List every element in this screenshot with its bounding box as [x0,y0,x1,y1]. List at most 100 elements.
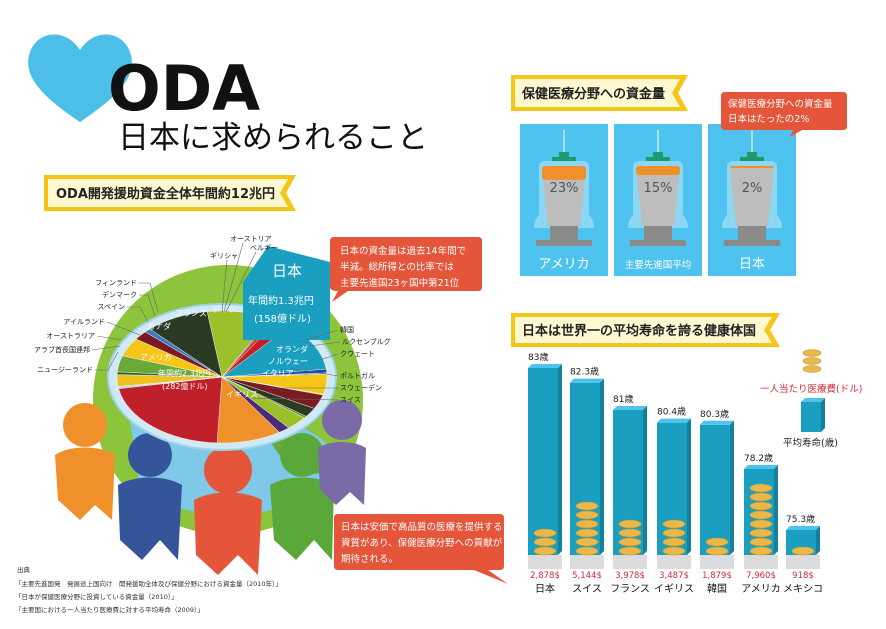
us-label: アメリカ [140,353,172,362]
pie-label-germany: ドイツ [212,305,236,314]
title-sub: 日本に求められること [118,120,428,156]
people-illustration [55,400,366,575]
bar-side [774,464,778,555]
plunger [738,226,766,240]
country-label: 韓国 [707,583,727,595]
bar-0: 83歳 2,878$日本 [528,351,562,595]
svg-text:「主要国における一人当たり医療費に対する平均寿命（2009）: 「主要国における一人当たり医療費に対する平均寿命（2009）」 [15,605,204,614]
bar-shadow [744,555,778,569]
svg-text:日本は世界一の平均寿命を誇る健康体国: 日本は世界一の平均寿命を誇る健康体国 [522,323,756,339]
japan-healthcare-callout: 日本は安価で高品質の医療を提供する 資質があり、保健医療分野への貢献が 期待され… [334,514,508,584]
bar-side [816,525,820,555]
syringe-label: アメリカ [538,257,589,272]
oda-banner: ODA開発援助資金全体年間約12兆円 [44,175,296,211]
syringe-label: 日本 [739,257,765,272]
pie-label-norway: ノルウェー [268,357,308,366]
svg-text:クウェート: クウェート [340,350,375,358]
bar-top [700,420,734,425]
life-label: 75.3歳 [786,513,815,525]
spend-label: 1,879$ [702,571,732,581]
bar-top [570,378,604,383]
bar-side [730,420,734,555]
pie-label-canada: カナダ [147,321,171,331]
life-label: 78.2歳 [744,452,773,464]
syringe-panel: 23% アメリカ [520,124,608,276]
bar-shadow [570,555,604,569]
coin-icon [575,501,599,511]
life-label: 81歳 [613,393,633,405]
legend-bar-icon [801,398,825,432]
coin-icon [575,546,599,556]
us-amount: 年間約2.3兆円 [158,368,211,378]
japan-2pct-callout: 保健医療分野への資金量 日本はたったの2% [721,92,847,137]
svg-text:「日本が保健医療分野に投資している資金量（2010）」: 「日本が保健医療分野に投資している資金量（2010）」 [15,592,178,601]
svg-text:スウェーデン: スウェーデン [340,383,382,392]
life-label: 80.3歳 [700,408,729,420]
syringe-panel: 15% 主要先進国平均 [614,124,702,276]
svg-text:日本の資金量は過去14年間で: 日本の資金量は過去14年間で [340,245,466,257]
svg-text:年間約1.3兆円: 年間約1.3兆円 [248,294,314,307]
syringe-panel: 2% 日本 [708,124,796,276]
svg-text:日本は安価で高品質の医療を提供する: 日本は安価で高品質の医療を提供する [341,521,503,533]
japan-oda-box: 日本 年間約1.3兆円 (158億ドル) [243,246,330,340]
coin-icon [662,519,686,529]
country-label: スイス [572,584,602,595]
pie-external-labels: オーストリア ベルギー ギリシャ フィンランド デンマーク スペイン アイルラン… [34,235,391,404]
life-expectancy-bar-chart: 83歳 2,878$日本 82.3歳 5,144$ スイス 81歳 3,978$ フランス 80… [528,351,823,595]
coin-icon [662,546,686,556]
life-expectancy-banner: 日本は世界一の平均寿命を誇る健康体国 [511,313,780,347]
pie-slice-11: アメリカ [118,376,223,444]
svg-text:出典: 出典 [17,565,31,574]
svg-text:日本: 日本 [272,262,302,280]
bar-6: 75.3歳 918$ メキシコ [783,513,823,595]
svg-text:オーストリア: オーストリア [230,235,272,243]
life-label: 80.4歳 [657,406,686,418]
coin-icon [749,537,773,547]
bar-top [528,363,562,368]
bar-front [700,424,730,555]
title-oda: ODA [108,52,260,125]
svg-text:保健医療分野への資金量: 保健医療分野への資金量 [728,98,833,110]
bar-4: 80.3歳 1,879$ 韓国 [700,408,734,595]
bar-top [657,418,691,423]
coin-icon [749,483,773,493]
coin-icon [705,546,729,556]
coin-icon [575,510,599,520]
legend-coin-icon [802,349,822,373]
country-label: アメリカ [741,583,781,595]
bar-side [558,363,562,555]
coin-icon [749,510,773,520]
bar-2: 81歳 3,978$ フランス [610,393,650,595]
coin-icon [791,546,815,556]
country-label: イギリス [654,583,694,595]
bar-side [600,378,604,555]
syringe-label: 主要先進国平均 [625,259,692,271]
pie-label-uk: イギリス [226,390,258,399]
svg-text:デンマーク: デンマーク [102,290,137,299]
bar-1: 82.3歳 5,144$ スイス [570,366,604,595]
life-label: 83歳 [528,351,548,363]
coin-icon [618,519,642,529]
svg-text:スペイン: スペイン [97,303,125,311]
bar-3: 80.4歳 3,487$ イギリス [654,406,694,595]
bar-shadow [613,555,647,569]
syringe-percent: 23% [550,181,579,196]
svg-text:ニュージーランド: ニュージーランド [37,366,93,374]
coin-icon [749,501,773,511]
bar-front [528,367,558,555]
syringe-panels: 23% アメリカ 15% 主要先進国平均 2% 日本 [520,124,796,276]
syringe-fill-level [542,166,586,180]
svg-text:スイス: スイス [340,396,361,404]
spend-label: 3,978$ [615,571,645,581]
svg-text:ルクセンブルグ: ルクセンブルグ [342,337,391,346]
bar-top [613,406,647,411]
bar-top [786,525,820,530]
bar-shadow [700,555,734,569]
health-funding-banner: 保健医療分野への資金量 [511,75,688,111]
svg-text:保健医療分野への資金量: 保健医療分野への資金量 [521,86,665,102]
svg-text:ポルトガル: ポルトガル [340,371,375,380]
plunger [550,226,578,240]
heart-icon [28,34,132,122]
coin-icon [533,537,557,547]
